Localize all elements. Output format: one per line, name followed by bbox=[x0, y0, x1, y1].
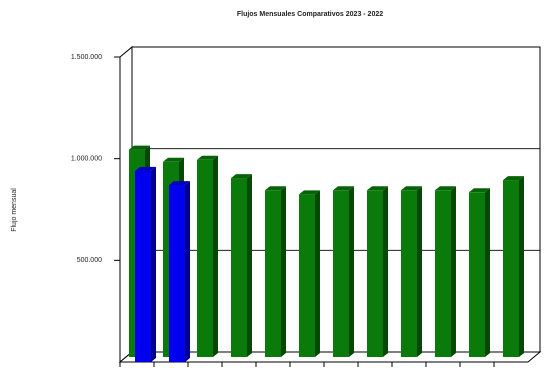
bar-side bbox=[185, 181, 190, 362]
bar bbox=[503, 180, 519, 357]
bar-top bbox=[231, 174, 252, 179]
bar-side bbox=[383, 186, 388, 357]
bar-top bbox=[129, 145, 150, 150]
bar-side bbox=[151, 166, 156, 362]
bar-top bbox=[265, 186, 286, 191]
bar-side bbox=[213, 155, 218, 357]
y-tick-label: 500.000 bbox=[77, 257, 102, 264]
bar-side bbox=[349, 186, 354, 357]
y-tick-label: 1.000.000 bbox=[71, 156, 102, 163]
bar-top bbox=[169, 181, 190, 186]
bar-side bbox=[247, 174, 252, 357]
bar-top bbox=[299, 190, 320, 195]
bar-side bbox=[451, 186, 456, 357]
bar-side bbox=[281, 186, 286, 357]
y-tick-label: 1.500.000 bbox=[71, 54, 102, 61]
bar bbox=[333, 190, 349, 357]
bar bbox=[401, 190, 417, 357]
bar bbox=[197, 159, 213, 357]
bar bbox=[135, 170, 151, 362]
bar-top bbox=[333, 186, 354, 191]
bar-top bbox=[469, 188, 490, 193]
y-axis-label: Flujo mensual bbox=[11, 188, 18, 232]
bar-top bbox=[197, 155, 218, 160]
bar-top bbox=[135, 166, 156, 171]
bar-side bbox=[519, 176, 524, 357]
bar-side bbox=[417, 186, 422, 357]
bar bbox=[231, 178, 247, 357]
bar-top bbox=[503, 176, 524, 181]
bar-top bbox=[163, 157, 184, 162]
bar bbox=[169, 185, 185, 362]
bar bbox=[265, 190, 281, 357]
bar-side bbox=[485, 188, 490, 357]
chart-title: Flujos Mensuales Comparativos 2023 - 202… bbox=[237, 11, 383, 18]
bar-top bbox=[367, 186, 388, 191]
bar-top bbox=[435, 186, 456, 191]
bar bbox=[435, 190, 451, 357]
bar-top bbox=[401, 186, 422, 191]
bar bbox=[469, 192, 485, 357]
bar-side bbox=[315, 190, 320, 357]
bar bbox=[299, 194, 315, 357]
bar bbox=[367, 190, 383, 357]
